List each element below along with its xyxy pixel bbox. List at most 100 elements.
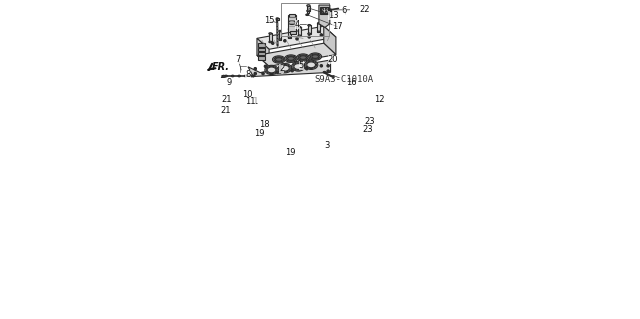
Ellipse shape [250, 75, 253, 77]
Circle shape [253, 76, 254, 77]
Ellipse shape [276, 19, 278, 20]
Circle shape [337, 104, 339, 106]
Text: 5: 5 [298, 61, 304, 70]
Bar [321, 7, 328, 13]
Ellipse shape [244, 75, 247, 77]
Ellipse shape [288, 37, 291, 38]
Bar [290, 31, 296, 34]
Circle shape [344, 89, 347, 92]
Text: 4: 4 [295, 20, 300, 29]
Bar [225, 100, 230, 103]
Text: 16: 16 [346, 78, 356, 87]
Circle shape [276, 71, 279, 74]
Polygon shape [319, 5, 330, 27]
Bar [258, 52, 265, 56]
Bar [255, 100, 256, 103]
Ellipse shape [279, 71, 281, 73]
Ellipse shape [267, 67, 276, 73]
Circle shape [321, 65, 322, 67]
Circle shape [258, 91, 260, 94]
Ellipse shape [337, 104, 339, 106]
Bar [258, 43, 265, 47]
Circle shape [291, 70, 293, 71]
Polygon shape [340, 83, 353, 101]
Bar [288, 15, 296, 32]
Text: 9: 9 [227, 78, 232, 86]
Circle shape [277, 72, 278, 73]
Ellipse shape [323, 71, 326, 73]
Ellipse shape [298, 55, 308, 60]
Ellipse shape [288, 28, 291, 30]
Ellipse shape [305, 60, 318, 70]
Ellipse shape [232, 75, 234, 77]
Polygon shape [248, 60, 330, 77]
Bar [278, 31, 282, 40]
Text: 15: 15 [264, 16, 275, 25]
Bar [307, 11, 309, 13]
Circle shape [255, 73, 256, 74]
Text: 23: 23 [365, 117, 375, 126]
Circle shape [307, 14, 308, 15]
Bar [260, 128, 262, 132]
Ellipse shape [310, 54, 320, 59]
Bar [288, 29, 291, 38]
Circle shape [321, 8, 323, 10]
Circle shape [328, 70, 329, 72]
Circle shape [271, 42, 274, 44]
Text: 23: 23 [363, 125, 373, 134]
Text: 12: 12 [374, 94, 385, 104]
Ellipse shape [330, 9, 332, 11]
Ellipse shape [307, 62, 316, 68]
Circle shape [260, 131, 262, 133]
Text: 21: 21 [222, 94, 232, 104]
Ellipse shape [317, 23, 321, 24]
Ellipse shape [294, 63, 303, 70]
Circle shape [268, 114, 270, 116]
Circle shape [335, 112, 337, 113]
Circle shape [284, 40, 285, 41]
Circle shape [272, 42, 273, 44]
Text: 17: 17 [332, 22, 342, 31]
Ellipse shape [286, 56, 296, 61]
Circle shape [264, 65, 267, 68]
Ellipse shape [298, 26, 301, 28]
Circle shape [296, 38, 298, 40]
Circle shape [308, 36, 310, 38]
Bar [289, 14, 295, 17]
Ellipse shape [280, 64, 290, 72]
Circle shape [284, 40, 286, 42]
Bar [317, 23, 321, 32]
Polygon shape [257, 43, 336, 66]
Circle shape [327, 70, 330, 72]
Bar [281, 3, 328, 36]
Bar [276, 19, 278, 20]
Circle shape [262, 72, 264, 75]
Ellipse shape [308, 33, 310, 34]
Ellipse shape [300, 56, 307, 59]
Text: 2: 2 [279, 64, 284, 73]
Text: 19: 19 [254, 129, 264, 137]
Ellipse shape [278, 63, 292, 73]
Circle shape [321, 11, 323, 13]
Text: 3: 3 [324, 141, 330, 150]
Circle shape [265, 65, 266, 67]
Ellipse shape [265, 65, 278, 75]
Ellipse shape [238, 75, 241, 77]
Circle shape [320, 34, 323, 36]
Circle shape [255, 68, 256, 70]
Polygon shape [257, 38, 269, 66]
Bar [269, 33, 272, 42]
Ellipse shape [266, 66, 277, 74]
Ellipse shape [297, 54, 309, 61]
Ellipse shape [252, 75, 254, 77]
Circle shape [254, 72, 257, 75]
Ellipse shape [269, 33, 272, 34]
Ellipse shape [269, 41, 272, 43]
Circle shape [327, 64, 330, 67]
Ellipse shape [292, 62, 305, 71]
Text: S9A3-C1010A: S9A3-C1010A [314, 75, 373, 84]
Circle shape [222, 103, 224, 105]
Circle shape [221, 112, 223, 114]
Text: 21: 21 [221, 106, 231, 115]
Bar [320, 7, 328, 14]
